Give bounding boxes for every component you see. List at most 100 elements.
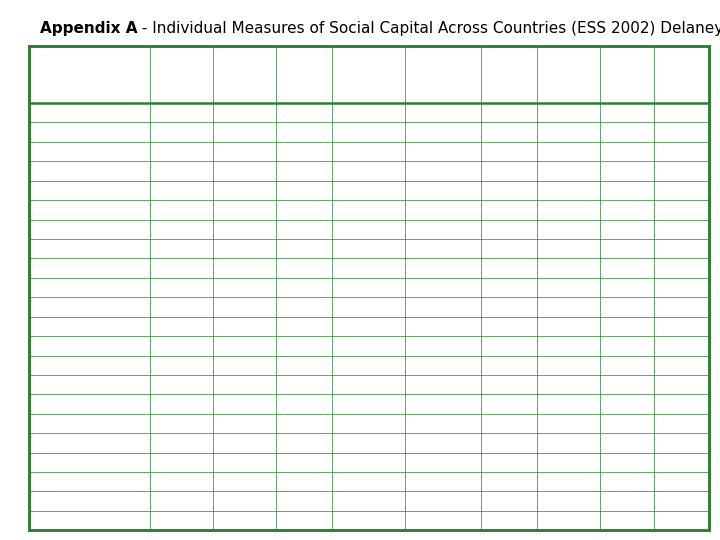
Text: 6.27: 6.27 bbox=[356, 166, 380, 176]
Text: 6.43: 6.43 bbox=[498, 438, 521, 448]
Text: 4.69: 4.69 bbox=[233, 496, 256, 506]
Text: 4.86: 4.86 bbox=[170, 224, 193, 234]
Text: 7.89: 7.89 bbox=[498, 477, 521, 487]
Text: 5.55: 5.55 bbox=[233, 108, 256, 118]
Text: 5.63: 5.63 bbox=[431, 108, 454, 118]
Text: 7.76: 7.76 bbox=[356, 418, 380, 428]
Text: 2.12: 2.12 bbox=[616, 360, 639, 370]
Text: 4.61: 4.61 bbox=[170, 185, 193, 195]
Text: 6.01: 6.01 bbox=[292, 418, 315, 428]
Text: 2.47: 2.47 bbox=[670, 438, 693, 448]
Text: 4.93: 4.93 bbox=[431, 360, 454, 370]
Text: 5.59: 5.59 bbox=[232, 516, 257, 525]
Text: 5.25: 5.25 bbox=[292, 399, 315, 409]
Text: 6.19: 6.19 bbox=[233, 146, 256, 157]
Text: 5.77: 5.77 bbox=[233, 185, 256, 195]
Text: 5.15: 5.15 bbox=[557, 127, 580, 137]
Text: 2.20: 2.20 bbox=[616, 282, 639, 293]
Text: 5.39: 5.39 bbox=[557, 205, 580, 215]
Text: 4.54: 4.54 bbox=[233, 438, 256, 448]
Text: Happy: Happy bbox=[494, 70, 525, 79]
Text: 2.00: 2.00 bbox=[614, 516, 640, 525]
Text: 4.07: 4.07 bbox=[431, 438, 454, 448]
Text: 3.64: 3.64 bbox=[170, 282, 193, 293]
Text: 5.95: 5.95 bbox=[292, 321, 315, 332]
Text: 2.04: 2.04 bbox=[670, 341, 693, 351]
Text: 4.08: 4.08 bbox=[170, 302, 193, 312]
Text: 5.52: 5.52 bbox=[557, 457, 580, 467]
Text: 2.20: 2.20 bbox=[670, 380, 693, 390]
Text: 1.99: 1.99 bbox=[670, 282, 693, 293]
Text: 2.39: 2.39 bbox=[670, 185, 693, 195]
Text: 6.42: 6.42 bbox=[356, 341, 380, 351]
Text: 5.29: 5.29 bbox=[557, 399, 580, 409]
Text: 4.39: 4.39 bbox=[292, 341, 315, 351]
Text: Ireland: Ireland bbox=[34, 321, 70, 332]
Text: 7.02: 7.02 bbox=[356, 263, 379, 273]
Text: 7.79: 7.79 bbox=[498, 399, 521, 409]
Text: 4.54: 4.54 bbox=[170, 360, 193, 370]
Text: 7.26: 7.26 bbox=[431, 205, 454, 215]
Text: 5.75: 5.75 bbox=[557, 418, 580, 428]
Text: 4.14: 4.14 bbox=[557, 282, 580, 293]
Text: Poor
He
alth: Poor He alth bbox=[671, 58, 692, 91]
Text: 7.54: 7.54 bbox=[498, 263, 521, 273]
Text: People try
to
be
fair: People try to be fair bbox=[220, 52, 269, 97]
Text: 7.46: 7.46 bbox=[356, 321, 380, 332]
Text: 1.91: 1.91 bbox=[670, 146, 693, 157]
Text: 2.23: 2.23 bbox=[616, 438, 639, 448]
Text: 4.99: 4.99 bbox=[431, 321, 454, 332]
Text: 6.57: 6.57 bbox=[431, 146, 454, 157]
Text: 5.76: 5.76 bbox=[356, 457, 380, 467]
Text: 5.25: 5.25 bbox=[233, 341, 256, 351]
Text: 4.69: 4.69 bbox=[431, 341, 454, 351]
Text: 2.05: 2.05 bbox=[616, 127, 639, 137]
Text: 6.32: 6.32 bbox=[498, 302, 521, 312]
Text: 6.50: 6.50 bbox=[498, 282, 521, 293]
Text: Hungary: Hungary bbox=[34, 302, 78, 312]
Text: Sweden: Sweden bbox=[34, 477, 75, 487]
Text: 2.62: 2.62 bbox=[670, 457, 693, 467]
Text: 2.70: 2.70 bbox=[670, 302, 693, 312]
Text: People can
be
Trust
ed: People can be Trust ed bbox=[155, 52, 208, 97]
Text: 5.03: 5.03 bbox=[168, 516, 194, 525]
Text: 2.17: 2.17 bbox=[669, 516, 695, 525]
Text: 3.91: 3.91 bbox=[557, 302, 580, 312]
Text: 7.55: 7.55 bbox=[356, 108, 380, 118]
Text: 5.07: 5.07 bbox=[431, 263, 454, 273]
Text: 4.81: 4.81 bbox=[233, 360, 256, 370]
Text: 5.22: 5.22 bbox=[557, 146, 580, 157]
Text: Germany: Germany bbox=[34, 185, 81, 195]
Text: 9.03: 9.03 bbox=[498, 244, 521, 254]
Text: Appendix A: Appendix A bbox=[40, 21, 137, 36]
Text: 4.31: 4.31 bbox=[557, 438, 580, 448]
Text: 1.65: 1.65 bbox=[616, 108, 639, 118]
Text: 2.26: 2.26 bbox=[616, 302, 639, 312]
Text: 4.65: 4.65 bbox=[431, 302, 454, 312]
Text: 5.46: 5.46 bbox=[170, 321, 193, 332]
Text: 1.85: 1.85 bbox=[670, 205, 693, 215]
Text: Austria: Austria bbox=[34, 108, 71, 118]
Text: 6.99: 6.99 bbox=[170, 205, 193, 215]
Text: 5.32: 5.32 bbox=[557, 477, 580, 487]
Text: 5.14: 5.14 bbox=[292, 108, 315, 118]
Text: Luxembourg: Luxembourg bbox=[34, 380, 99, 390]
Text: 3.68: 3.68 bbox=[233, 282, 256, 293]
Text: 5.33: 5.33 bbox=[292, 146, 315, 157]
Text: 5.79: 5.79 bbox=[431, 282, 454, 293]
Text: 2.22: 2.22 bbox=[616, 457, 639, 467]
Text: 5.49: 5.49 bbox=[430, 516, 456, 525]
Text: 2.03: 2.03 bbox=[670, 477, 693, 487]
Text: 6.46: 6.46 bbox=[170, 244, 193, 254]
Text: 8.44: 8.44 bbox=[356, 205, 380, 215]
Text: 1.98: 1.98 bbox=[670, 108, 693, 118]
Text: 5.07: 5.07 bbox=[233, 166, 256, 176]
Text: 2.07: 2.07 bbox=[670, 263, 693, 273]
Text: Israel: Israel bbox=[34, 341, 62, 351]
Text: 4.42: 4.42 bbox=[292, 224, 315, 234]
Text: 6.57: 6.57 bbox=[356, 496, 380, 506]
Text: 5.83: 5.83 bbox=[431, 399, 454, 409]
Text: 7.91: 7.91 bbox=[356, 244, 380, 254]
Text: 1.81: 1.81 bbox=[616, 477, 639, 487]
Text: 7.33: 7.33 bbox=[233, 205, 256, 215]
